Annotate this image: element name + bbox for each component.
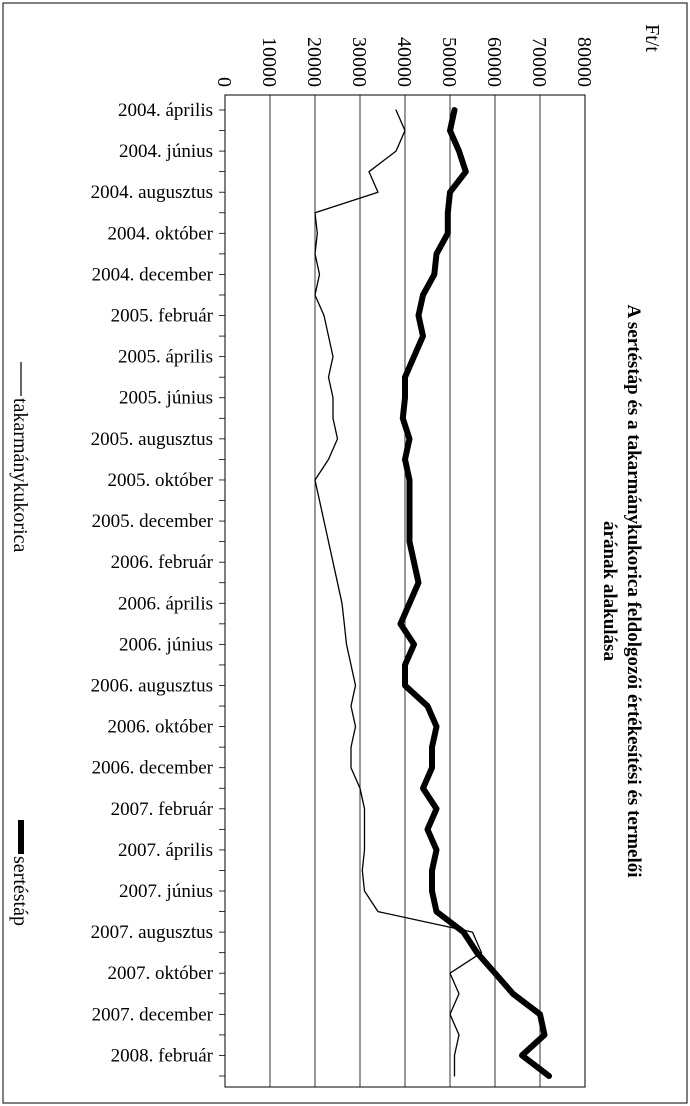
date-tick-label: 2005. december xyxy=(92,511,214,532)
value-tick-label: 70000 xyxy=(528,37,550,87)
legend: takarmánykukorica sertéstáp xyxy=(9,362,31,926)
date-tick-label: 2006. június xyxy=(119,634,213,655)
date-tick-label: 2005. október xyxy=(107,470,213,491)
date-tick-label: 2005. augusztus xyxy=(91,429,213,450)
legend-item-takarmanykukorica: takarmánykukorica xyxy=(9,362,31,552)
value-tick-label: 20000 xyxy=(303,37,325,87)
date-tick-marks xyxy=(219,109,225,1077)
date-tick-label: 2007. október xyxy=(107,963,213,984)
date-tick-label: 2005. április xyxy=(118,347,213,368)
chart-title-line-2: árának alakulása xyxy=(599,521,620,661)
date-tick-label: 2007. június xyxy=(119,881,213,902)
series-line-takarmanykukorica xyxy=(314,109,483,1077)
date-tick-label: 2006. december xyxy=(92,758,214,779)
series-lines xyxy=(314,107,552,1079)
series-line-sertestap xyxy=(397,107,552,1079)
gridlines xyxy=(269,95,541,1087)
value-tick-label: 0 xyxy=(213,77,235,87)
date-tick-label: 2007. április xyxy=(118,840,213,861)
date-tick-label: 2005. február xyxy=(111,306,214,327)
y-axis-label: Ft/t xyxy=(641,24,663,52)
date-tick-label: 2007. augusztus xyxy=(91,922,213,943)
date-tick-label: 2004. augusztus xyxy=(91,182,213,203)
date-tick-label: 2006. október xyxy=(107,717,213,738)
legend-item-sertestap: sertéstáp xyxy=(9,820,31,926)
value-tick-label: 40000 xyxy=(393,37,415,87)
date-tick-label: 2004. június xyxy=(119,141,213,162)
date-tick-label: 2006. április xyxy=(118,593,213,614)
value-tick-label: 80000 xyxy=(573,37,595,87)
date-tick-label: 2004. április xyxy=(118,100,213,121)
legend-label-sertestap: sertéstáp xyxy=(9,856,31,926)
chart-title-line-1: A sertéstáp és a takarmánykukorica feldo… xyxy=(623,304,644,877)
date-tick-label: 2004. december xyxy=(92,264,214,285)
date-tick-label: 2007. december xyxy=(92,1004,214,1025)
date-tick-label: 2006. augusztus xyxy=(91,675,213,696)
date-tick-label: 2007. február xyxy=(111,799,214,820)
date-tick-label: 2006. február xyxy=(111,552,214,573)
value-tick-label: 50000 xyxy=(438,37,460,87)
date-tick-label: 2004. október xyxy=(107,223,213,244)
date-tick-labels: 2004. április 2004. június 2004. augusztus… xyxy=(91,100,214,1066)
value-tick-labels: 0 10000 20000 30000 40000 50000 60000 70000 8000… xyxy=(213,37,595,87)
value-tick-label: 30000 xyxy=(348,37,370,87)
value-tick-label: 60000 xyxy=(483,37,505,87)
date-tick-label: 2005. június xyxy=(119,388,213,409)
legend-label-takarmanykukorica: takarmánykukorica xyxy=(9,398,31,552)
value-tick-label: 10000 xyxy=(258,37,280,87)
date-tick-label: 2008. február xyxy=(111,1045,214,1066)
plot-area: 0 10000 20000 30000 40000 50000 60000 70000 8000… xyxy=(91,37,595,1088)
